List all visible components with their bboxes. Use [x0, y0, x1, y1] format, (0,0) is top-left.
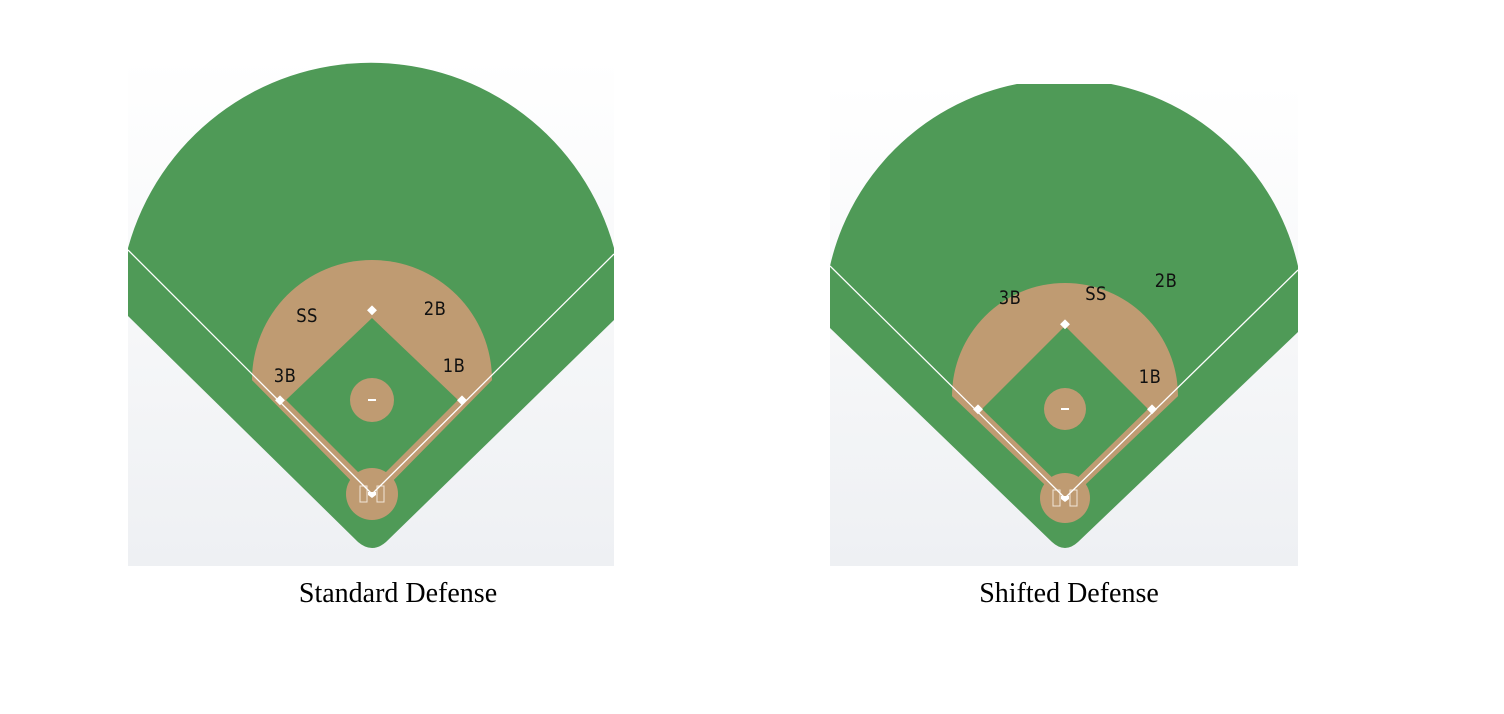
pitchers-rubber [368, 399, 376, 401]
caption-shifted-defense: Shifted Defense [979, 578, 1159, 609]
foul-line-right [1064, 269, 1298, 499]
foul-line-left [830, 265, 1066, 499]
position-label-1b: 1B [1138, 366, 1162, 388]
third-base [973, 404, 983, 415]
third-base [275, 395, 285, 406]
position-label-1b: 1B [442, 355, 466, 377]
position-label-3b: 3B [273, 365, 297, 387]
baseline-first [372, 380, 492, 502]
position-label-2b: 2B [1154, 270, 1178, 292]
shifted-defense-diagram: 3B SS 2B 1B [830, 84, 1298, 566]
baseline-third [952, 396, 1065, 504]
baseball-field-standard [128, 58, 614, 566]
pitchers-rubber [1061, 408, 1069, 410]
position-label-ss: SS [296, 305, 318, 327]
second-base [367, 305, 377, 316]
second-base [1060, 319, 1070, 330]
baseball-field-shifted [830, 84, 1298, 566]
caption-standard-defense: Standard Defense [298, 578, 498, 609]
baseline-third [252, 380, 372, 502]
foul-line-right [371, 253, 614, 495]
first-base [1147, 404, 1157, 415]
position-label-3b: 3B [998, 287, 1022, 309]
home-plate [1061, 496, 1069, 502]
position-label-2b: 2B [423, 298, 447, 320]
baseline-first [1065, 396, 1178, 504]
home-plate [368, 492, 376, 498]
first-base [457, 395, 467, 406]
foul-line-left [128, 249, 373, 495]
standard-defense-diagram: SS 2B 3B 1B [128, 58, 614, 566]
position-label-ss: SS [1085, 283, 1107, 305]
